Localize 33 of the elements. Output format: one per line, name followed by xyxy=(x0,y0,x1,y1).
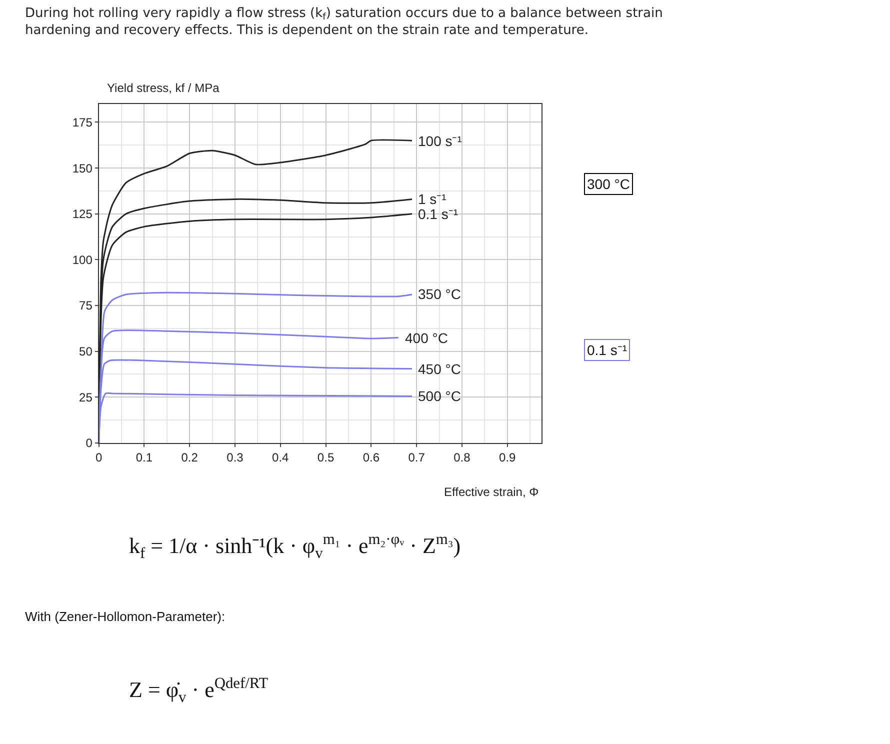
x-tick-label: 0.4 xyxy=(272,450,290,464)
y-tick-label: 75 xyxy=(79,298,93,313)
x-tick-label: 0.9 xyxy=(499,450,516,464)
y-tick-label: 25 xyxy=(79,390,93,404)
text: 0.1 s⁻¹ xyxy=(587,342,628,358)
y-tick-label: 50 xyxy=(79,344,93,359)
y-tick-label: 0 xyxy=(86,436,93,450)
series-label: 350 °C xyxy=(418,286,461,302)
y-tick-label: 150 xyxy=(72,161,93,176)
y-axis-title: Yield stress, kf / MPa xyxy=(107,81,220,95)
x-tick-label: 0.3 xyxy=(226,450,244,464)
text: With (Zener-Hollomon-Parameter): xyxy=(25,609,226,624)
series-label: 0.1 s⁻¹ xyxy=(418,206,458,222)
x-tick-label: 0.8 xyxy=(454,450,471,464)
text: Z = φ̇$_{v}$ · e$^{Qdef/RT}$ xyxy=(129,675,269,706)
y-tick-label: 125 xyxy=(72,207,93,222)
y-tick-label: 100 xyxy=(72,252,93,267)
text: k$_{f}$ = 1/α · sinh⁻¹(k · φ$_{v}$$^{m₁}$ · e$^{m₂·φᵥ}$ · Z$^{m₃}$) xyxy=(129,531,461,562)
chart-title: During hot rolling very rapidly a flow stress (k$_{f}$) saturation occurs due to a balance between strain hardening and recovery effects. This is dependent on the strain rate and temperature. xyxy=(25,6,663,38)
x-tick-label: 0.7 xyxy=(408,450,426,464)
x-axis-title: Effective strain, Φ xyxy=(444,485,539,499)
series-label: 400 °C xyxy=(405,330,448,346)
text: 300 °C xyxy=(587,176,630,192)
x-tick-label: 0.1 xyxy=(136,450,153,464)
series-label: 500 °C xyxy=(418,388,461,404)
x-tick-label: 0 xyxy=(95,450,102,464)
series-label: 1 s⁻¹ xyxy=(418,191,447,207)
x-tick-label: 0.2 xyxy=(181,450,198,464)
series-label: 100 s⁻¹ xyxy=(418,133,462,149)
x-tick-label: 0.5 xyxy=(317,450,334,464)
y-tick-label: 175 xyxy=(72,115,93,130)
x-tick-label: 0.6 xyxy=(362,450,380,464)
series-label: 450 °C xyxy=(418,361,461,377)
